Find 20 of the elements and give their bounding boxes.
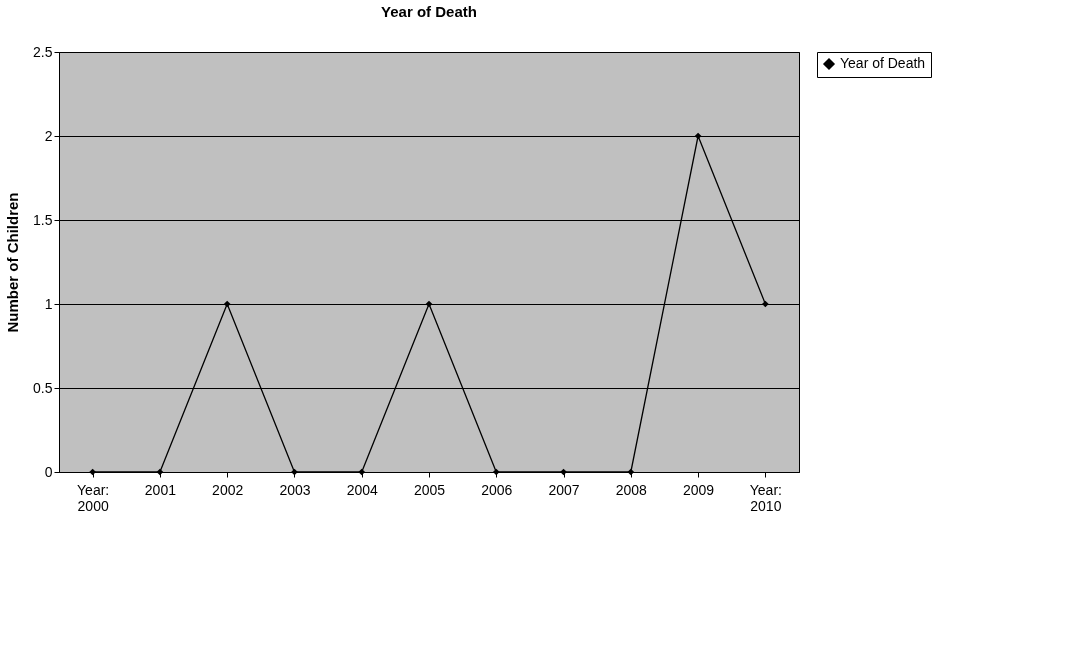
y-tick-label: 0 xyxy=(44,463,53,480)
y-tick-label: 1 xyxy=(44,295,53,312)
y-tick-label: 0.5 xyxy=(33,379,53,396)
x-tick-label: 2007 xyxy=(548,481,580,498)
legend-label: Year of Death xyxy=(840,55,926,71)
x-tick-label: 2004 xyxy=(346,481,379,498)
x-tick-label: 2002 xyxy=(212,481,244,498)
y-axis-title: Number of Children xyxy=(4,192,22,333)
x-tick-label: 2009 xyxy=(683,481,715,498)
y-tick-label: 2.5 xyxy=(33,43,53,60)
x-tick-label: Year: 2000 xyxy=(77,481,110,514)
x-tick-label: 2006 xyxy=(481,481,513,498)
y-tick-label: 1.5 xyxy=(33,211,53,228)
x-tick-label: 2008 xyxy=(615,481,648,498)
x-tick-label: 2003 xyxy=(279,481,311,498)
x-tick-label: Year: 2010 xyxy=(749,481,782,514)
x-tick-label: 2001 xyxy=(144,481,177,498)
x-tick-label: 2005 xyxy=(413,481,446,498)
y-tick-label: 2 xyxy=(44,127,53,144)
chart-title: Year of Death xyxy=(381,3,477,20)
